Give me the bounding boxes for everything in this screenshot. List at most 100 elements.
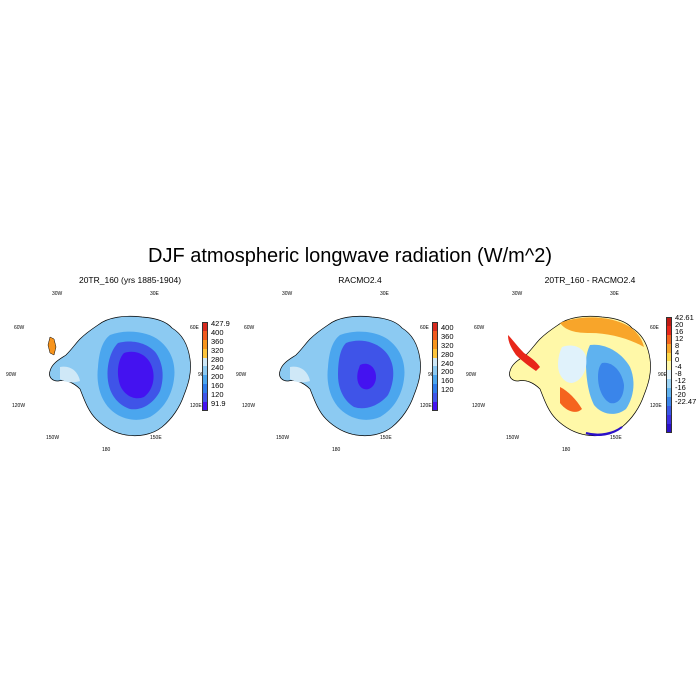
ice-shelf bbox=[60, 366, 80, 383]
lon-label-60w: 60W bbox=[14, 325, 25, 331]
map-svg bbox=[279, 315, 421, 437]
colorbar-swatch bbox=[666, 317, 672, 326]
lon-label-120w: 120W bbox=[12, 403, 26, 409]
colorbar-tick-label: -20 bbox=[675, 390, 686, 399]
colorbar-swatch bbox=[202, 348, 208, 358]
lon-label-150w: 150W bbox=[506, 435, 520, 441]
colorbar-swatch bbox=[666, 405, 672, 415]
lon-label-120e: 120E bbox=[420, 403, 432, 409]
panel-title: 20TR_160 - RACMO2.4 bbox=[544, 275, 636, 285]
colorbar-tick-label: 360 bbox=[441, 331, 454, 341]
lon-label-120w: 120W bbox=[472, 403, 486, 409]
lon-label-30w: 30W bbox=[282, 291, 293, 297]
lon-label-60w: 60W bbox=[474, 325, 485, 331]
colorbar-swatch bbox=[202, 393, 208, 403]
colorbar-swatch bbox=[432, 393, 438, 403]
antarctica-map: 30W 30E 60W 60E 90W 90E 120W 120E 150W 1… bbox=[466, 287, 690, 457]
lon-label-60w: 60W bbox=[244, 325, 255, 331]
colorbar-tick-label: -12 bbox=[675, 376, 686, 385]
colorbar-swatch bbox=[202, 375, 208, 385]
panel-racmo: RACMO2.4 30W 30E 60W 60E 90W 90E 120W 12… bbox=[236, 275, 468, 453]
colorbar-tick-label: 360 bbox=[211, 336, 224, 346]
colorbar-tick-label: -16 bbox=[675, 383, 686, 392]
colorbar-swatch bbox=[666, 388, 672, 398]
peninsula-warm bbox=[508, 335, 540, 371]
lon-label-180: 180 bbox=[332, 447, 341, 453]
colorbar-swatch bbox=[202, 330, 208, 340]
colorbar-labels: 427.9 400 360 320 280 240 200 160 120 91.9 bbox=[211, 319, 230, 409]
colorbar-tick-label: 320 bbox=[211, 345, 224, 355]
map-svg bbox=[47, 315, 191, 437]
colorbar-swatch bbox=[666, 325, 672, 335]
colorbar-swatch bbox=[666, 397, 672, 406]
colorbar-swatch bbox=[202, 322, 208, 331]
colorbar-tick-label: 8 bbox=[675, 341, 680, 350]
lon-label-120e: 120E bbox=[650, 403, 662, 409]
warm-coast-band bbox=[560, 317, 644, 347]
colorbar-tick-label: 160 bbox=[441, 376, 454, 386]
colorbar-tick-label: 320 bbox=[441, 340, 454, 350]
colorbar bbox=[432, 322, 438, 411]
colorbar-swatch bbox=[202, 402, 208, 411]
lon-label-90w: 90W bbox=[6, 372, 17, 378]
colorbar-tick-label: 400 bbox=[441, 323, 454, 332]
colorbar-swatch bbox=[666, 361, 672, 371]
colorbar-tick-label: -8 bbox=[675, 369, 682, 378]
lon-label-30e: 30E bbox=[380, 291, 389, 297]
colorbar-swatch bbox=[432, 348, 438, 358]
colorbar-swatch bbox=[666, 423, 672, 433]
colorbar-tick-label: 0 bbox=[675, 355, 680, 364]
figure-title: DJF atmospheric longwave radiation (W/m^… bbox=[148, 245, 552, 267]
colorbar-swatch bbox=[202, 339, 208, 349]
colorbar-tick-label: 12 bbox=[675, 334, 684, 343]
lon-label-150e: 150E bbox=[610, 435, 622, 441]
antarctica-map: 30W 30E 60W 60E 90W 90E 120W 120E 150W 1… bbox=[6, 287, 230, 457]
lon-label-30w: 30W bbox=[52, 291, 63, 297]
lon-label-30e: 30E bbox=[610, 291, 619, 297]
colorbar-tick-label: 160 bbox=[211, 381, 224, 391]
coast-cold-edge bbox=[585, 426, 623, 436]
lon-label-90e: 90E bbox=[658, 372, 667, 378]
colorbar-swatch bbox=[432, 366, 438, 376]
colorbar-swatch bbox=[666, 414, 672, 424]
map-svg bbox=[508, 315, 651, 437]
lon-label-150w: 150W bbox=[46, 435, 60, 441]
panel-title: 20TR_160 (yrs 1885-1904) bbox=[78, 275, 182, 285]
colorbar-swatch bbox=[432, 357, 438, 367]
lon-label-150e: 150E bbox=[380, 435, 392, 441]
colorbar-swatch bbox=[202, 357, 208, 367]
lon-label-150w: 150W bbox=[276, 435, 290, 441]
lon-label-120w: 120W bbox=[242, 403, 256, 409]
colorbar-tick-label: 240 bbox=[441, 358, 454, 368]
peninsula bbox=[47, 336, 57, 356]
colorbar bbox=[666, 317, 672, 433]
lon-label-30w: 30W bbox=[512, 291, 523, 297]
lon-label-90w: 90W bbox=[466, 372, 477, 378]
colorbar-tick-label: 280 bbox=[211, 354, 224, 364]
colorbar-swatch bbox=[432, 322, 438, 331]
colorbar-tick-label: 20 bbox=[675, 320, 684, 329]
colorbar-tick-label: 427.9 bbox=[211, 319, 230, 328]
antarctica-map: 30W 30E 60W 60E 90W 90E 120W 120E 150W 1… bbox=[236, 287, 460, 457]
lon-label-150e: 150E bbox=[150, 435, 162, 441]
colorbar-swatch bbox=[666, 379, 672, 389]
colorbar-swatch bbox=[432, 402, 438, 411]
colorbar-tick-label: 240 bbox=[211, 363, 224, 373]
colorbar-tick-label: -4 bbox=[675, 362, 682, 371]
colorbar-tick-label: -22.47 bbox=[675, 397, 697, 406]
colorbar-tick-label: 400 bbox=[211, 327, 224, 337]
colorbar-tick-label: 280 bbox=[441, 349, 454, 359]
colorbar bbox=[202, 322, 208, 411]
ice-shelf bbox=[290, 366, 310, 383]
lon-label-90w: 90W bbox=[236, 372, 247, 378]
colorbar-swatch bbox=[666, 343, 672, 353]
panel-title: RACMO2.4 bbox=[338, 275, 382, 285]
colorbar-labels: 42.61 20 16 12 8 4 0 -4 -8 -12 -16 -20 -22.47 bbox=[675, 314, 697, 406]
dome-region bbox=[357, 363, 376, 390]
lon-label-60e: 60E bbox=[650, 325, 659, 331]
lon-label-30e: 30E bbox=[150, 291, 159, 297]
colorbar-tick-label: 120 bbox=[211, 390, 224, 400]
lon-label-180: 180 bbox=[102, 447, 111, 453]
colorbar-swatch bbox=[666, 352, 672, 362]
lon-label-60e: 60E bbox=[420, 325, 429, 331]
